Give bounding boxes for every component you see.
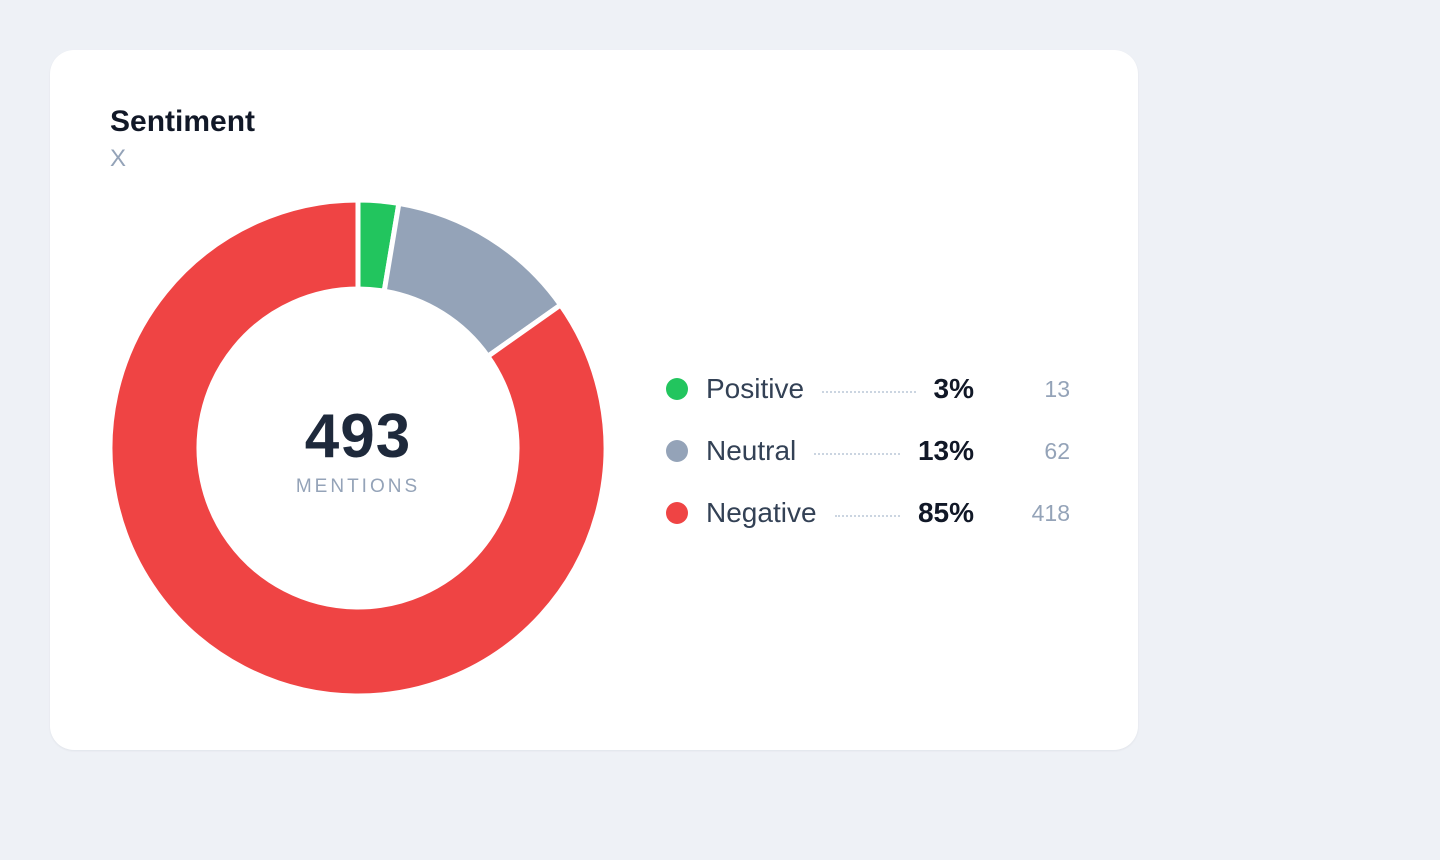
legend-label: Positive (706, 373, 805, 404)
card-title: Sentiment (110, 105, 256, 138)
legend-item-negative[interactable]: Negative 85% 418 (666, 486, 1076, 548)
card-subtitle: X (110, 145, 127, 172)
leader-line (822, 391, 916, 393)
legend-item-positive[interactable]: Positive 3% 13 (666, 362, 1076, 424)
leader-line (814, 453, 900, 455)
legend-count: 62 (1044, 438, 1070, 464)
chart-legend: Positive 3% 13 Neutral 13% 62 Negative 8… (666, 362, 1076, 548)
legend-percent: 85% (917, 497, 974, 528)
legend-label: Neutral (706, 435, 797, 466)
legend-item-neutral[interactable]: Neutral 13% 62 (666, 424, 1076, 486)
legend-percent: 3% (933, 373, 974, 404)
negative-dot-icon (666, 502, 688, 524)
donut-slice-negative[interactable] (107, 197, 609, 699)
positive-dot-icon (666, 378, 688, 400)
leader-line (835, 515, 900, 517)
legend-label: Negative (706, 497, 817, 528)
sentiment-donut-chart (107, 197, 609, 699)
legend-percent: 13% (917, 435, 974, 466)
neutral-dot-icon (666, 440, 688, 462)
legend-count: 13 (1044, 376, 1070, 402)
sentiment-card: Sentiment X 493 MENTIONS Positive 3% 13 … (50, 50, 1138, 750)
legend-count: 418 (1031, 500, 1070, 526)
